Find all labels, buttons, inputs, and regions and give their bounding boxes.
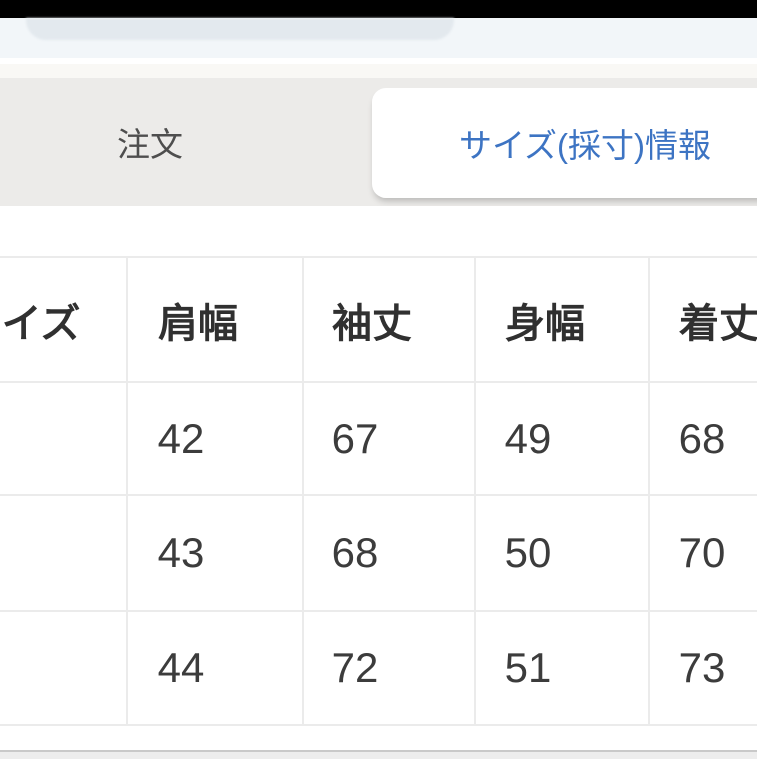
table-cell [0, 494, 128, 610]
tab-size-info-label: サイズ(採寸)情報 [459, 127, 711, 164]
column-header-chest: 身幅 [476, 256, 650, 381]
table-cell: 67 [304, 381, 476, 494]
tab-order-label: 注文 [117, 126, 183, 163]
table-cell [0, 610, 128, 726]
table-cell [0, 381, 128, 494]
table-cell: 51 [476, 610, 650, 726]
tab-order[interactable]: 注文 [0, 78, 300, 206]
size-info-panel: サイズ 肩幅 袖丈 身幅 着丈 42 67 49 68 43 68 50 70 … [0, 206, 757, 757]
table-cell: 70 [650, 494, 757, 610]
tab-bar: 注文 サイズ(採寸)情報 [0, 78, 757, 206]
column-header-sleeve: 袖丈 [304, 256, 476, 381]
size-table: サイズ 肩幅 袖丈 身幅 着丈 42 67 49 68 43 68 50 70 … [0, 256, 757, 726]
divider-gap [0, 58, 757, 64]
column-header-shoulder: 肩幅 [128, 256, 304, 381]
table-cell: 73 [650, 610, 757, 726]
page-bottom-divider [0, 750, 757, 759]
dimmed-banner-strip [0, 18, 757, 58]
table-cell: 50 [476, 494, 650, 610]
page-top-strip [0, 64, 757, 78]
table-cell: 49 [476, 381, 650, 494]
table-cell: 72 [304, 610, 476, 726]
overlay-card-bottom-edge [26, 18, 454, 40]
table-cell: 68 [650, 381, 757, 494]
table-cell: 42 [128, 381, 304, 494]
table-cell: 44 [128, 610, 304, 726]
column-header-length: 着丈 [650, 256, 757, 381]
table-cell: 43 [128, 494, 304, 610]
table-cell: 68 [304, 494, 476, 610]
tab-size-info[interactable]: サイズ(採寸)情報 [372, 88, 757, 198]
status-bar [0, 0, 757, 18]
column-header-size: サイズ [0, 256, 128, 381]
